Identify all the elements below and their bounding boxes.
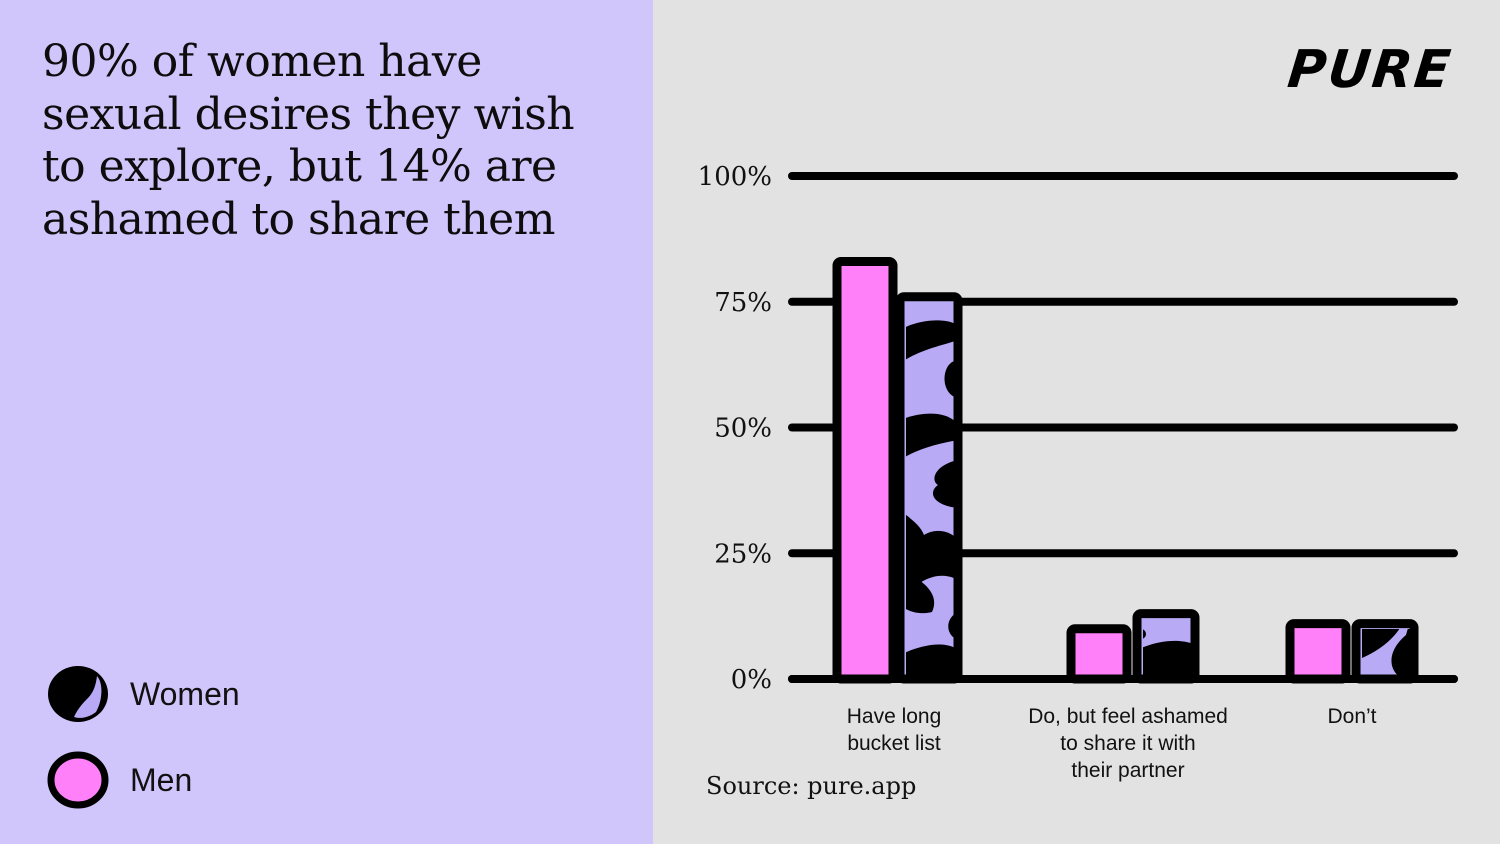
x-category-label: Have long (847, 705, 942, 728)
bar-men (832, 257, 898, 684)
headline-line: to explore, but 14% are (42, 141, 557, 192)
headline-line: sexual desires they wish (42, 88, 575, 140)
y-tick-label: 100% (698, 162, 772, 192)
legend-label-men: Men (130, 761, 193, 798)
bars (788, 257, 1458, 684)
men-swatch-icon (47, 751, 109, 809)
x-category-label: bucket list (847, 732, 941, 755)
bar-women (1351, 619, 1419, 684)
legend-label-women: Women (130, 675, 240, 712)
x-category-label: their partner (1071, 759, 1184, 782)
y-tick-label: 75% (714, 288, 772, 318)
headline: 90% of women have sexual desires they wi… (42, 36, 622, 246)
bar-men (1285, 619, 1351, 684)
x-category-label: to share it with (1060, 732, 1195, 755)
women-swatch-icon (48, 666, 108, 722)
y-axis-ticks: 0% 25% 50% 75% 100% (698, 162, 772, 695)
x-category-label: Don’t (1327, 705, 1376, 728)
source-note: Source: pure.app (706, 772, 917, 800)
legend-item-women: Women (44, 662, 240, 726)
headline-line: 90% of women have (42, 36, 482, 87)
left-panel: 90% of women have sexual desires they wi… (0, 0, 653, 844)
bar-men (1066, 624, 1132, 684)
y-tick-label: 25% (714, 539, 772, 569)
y-tick-label: 0% (731, 665, 772, 695)
headline-line: ashamed to share them (42, 193, 555, 245)
legend: Women Men (44, 662, 240, 834)
bar-women (895, 292, 963, 684)
x-axis-categories: Have long bucket list Do, but feel ashamed… (847, 705, 1377, 782)
legend-item-men: Men (44, 748, 240, 812)
right-panel (653, 0, 1500, 844)
bar-women (1132, 609, 1200, 684)
x-category-label: Do, but feel ashamed (1028, 705, 1228, 728)
y-tick-label: 50% (714, 414, 772, 444)
